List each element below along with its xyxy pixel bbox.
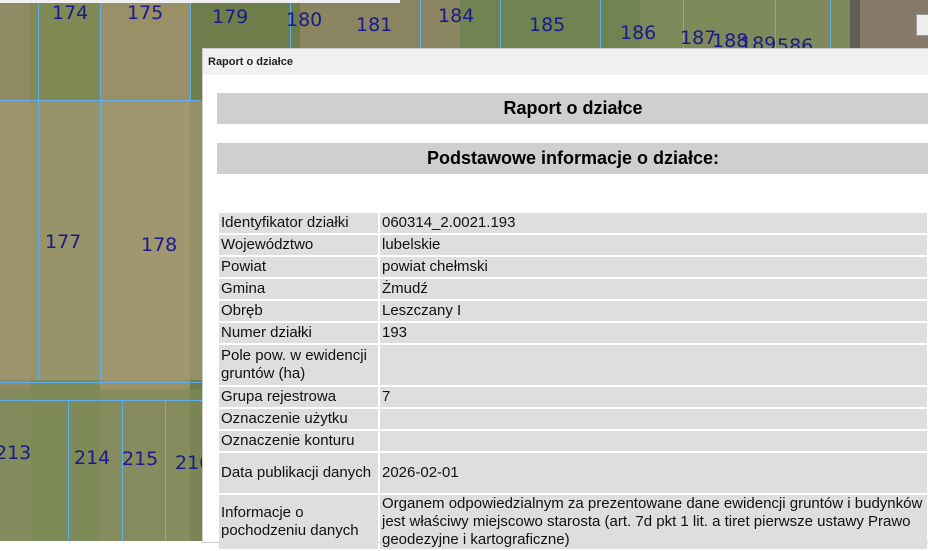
section-heading: Podstawowe informacje o działce: — [217, 143, 928, 174]
parcel-label: 181 — [356, 14, 393, 36]
parcel-border — [190, 0, 191, 100]
table-row: Grupa rejestrowa 7 — [219, 387, 927, 407]
row-label: Województwo — [219, 235, 378, 255]
parcel-border — [0, 382, 210, 383]
parcel-border — [38, 0, 39, 380]
report-heading: Raport o działce — [217, 93, 928, 124]
table-row: Gmina Żmudź — [219, 279, 927, 299]
table-row: Powiat powiat chełmski — [219, 257, 927, 277]
parcel-label: 179 — [212, 6, 249, 28]
row-label: Numer działki — [219, 323, 378, 343]
row-value: powiat chełmski — [380, 257, 927, 277]
row-label: Data publikacji danych — [219, 453, 378, 493]
table-row: Obręb Leszczany I — [219, 301, 927, 321]
parcel-border — [165, 400, 166, 541]
row-label: Gmina — [219, 279, 378, 299]
table-row: Data publikacji danych 2026-02-01 — [219, 453, 927, 493]
parcel-border — [775, 0, 776, 48]
row-value: Organem odpowiedzialnym za prezentowane … — [380, 495, 927, 549]
row-value: 193 — [380, 323, 927, 343]
parcel-border — [290, 0, 291, 48]
parcel-label: 180 — [286, 9, 323, 31]
parcel-border — [0, 100, 200, 101]
row-value: 7 — [380, 387, 927, 407]
row-label: Oznaczenie konturu — [219, 431, 378, 451]
row-label: Obręb — [219, 301, 378, 321]
parcel-border — [600, 0, 601, 48]
row-label: Identyfikator działki — [219, 213, 378, 233]
parcel-border — [830, 0, 831, 48]
parcel-border — [420, 0, 421, 48]
row-value: 060314_2.0021.193 — [380, 213, 927, 233]
row-value: lubelskie — [380, 235, 927, 255]
parcel-border — [122, 400, 123, 541]
parcel-border — [683, 0, 684, 48]
table-row: Identyfikator działki 060314_2.0021.193 — [219, 213, 927, 233]
map-control-button[interactable] — [916, 14, 928, 36]
field — [0, 100, 210, 380]
parcel-border — [0, 400, 210, 401]
parcel-label: 174 — [52, 2, 89, 24]
parcel-label: 213 — [0, 442, 32, 464]
row-label: Pole pow. w ewidencji gruntów (ha) — [219, 345, 378, 385]
parcel-label: 178 — [141, 234, 178, 256]
parcel-label: 177 — [45, 231, 82, 253]
row-value — [380, 431, 927, 451]
table-row: Województwo lubelskie — [219, 235, 927, 255]
row-label: Powiat — [219, 257, 378, 277]
parcel-label: 215 — [122, 448, 159, 470]
map-toolbar — [0, 0, 400, 3]
table-row: Oznaczenie konturu — [219, 431, 927, 451]
row-label: Oznaczenie użytku — [219, 409, 378, 429]
dialog-title-bar[interactable]: Raport o działce — [203, 49, 928, 75]
table-row: Oznaczenie użytku — [219, 409, 927, 429]
table-row: Informacje o pochodzeniu danych Organem o… — [219, 495, 927, 549]
parcel-label: 186 — [620, 22, 657, 44]
row-label: Grupa rejestrowa — [219, 387, 378, 407]
field — [0, 390, 210, 541]
row-label: Informacje o pochodzeniu danych — [219, 495, 378, 549]
row-value: 2026-02-01 — [380, 453, 927, 493]
report-dialog: Raport o działce Raport o działce Podsta… — [202, 48, 928, 549]
table-row: Numer działki 193 — [219, 323, 927, 343]
table-row: Pole pow. w ewidencji gruntów (ha) — [219, 345, 927, 385]
row-value: Żmudź — [380, 279, 927, 299]
parcel-info-table: Identyfikator działki 060314_2.0021.193 Wo… — [217, 211, 928, 551]
row-value: Leszczany I — [380, 301, 927, 321]
parcel-border — [100, 0, 101, 380]
parcel-label: 175 — [127, 2, 164, 24]
parcel-label: 214 — [74, 447, 111, 469]
parcel-label: 188 — [712, 30, 749, 52]
parcel-label: 187 — [680, 27, 717, 49]
row-value — [380, 345, 927, 385]
parcel-label: 185 — [529, 14, 566, 36]
parcel-border — [68, 400, 69, 541]
parcel-label: 184 — [438, 5, 475, 27]
parcel-border — [500, 0, 501, 48]
row-value — [380, 409, 927, 429]
